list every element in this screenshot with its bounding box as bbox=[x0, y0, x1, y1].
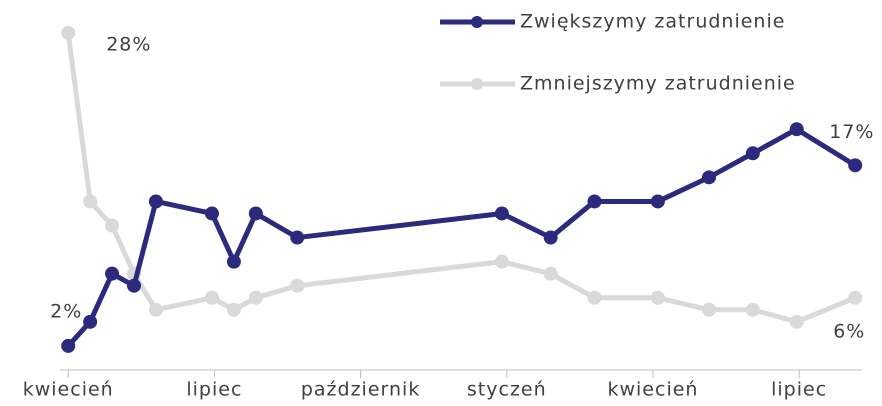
data-point bbox=[587, 290, 602, 305]
data-point bbox=[61, 338, 76, 353]
series-line bbox=[66, 126, 857, 348]
data-point bbox=[148, 194, 163, 209]
legend-label: Zmniejszymy zatrudnienie bbox=[520, 73, 796, 95]
data-point bbox=[543, 230, 558, 245]
data-point bbox=[587, 194, 602, 209]
legend-marker bbox=[471, 16, 483, 28]
x-tick-label: kwiecień bbox=[607, 379, 698, 401]
data-point bbox=[61, 25, 76, 40]
x-tick-label: styczeń bbox=[467, 379, 547, 401]
legend-marker bbox=[471, 78, 483, 90]
data-label: 6% bbox=[833, 320, 865, 342]
data-point bbox=[650, 194, 665, 209]
data-point bbox=[848, 158, 863, 173]
data-point bbox=[290, 278, 305, 293]
data-point bbox=[83, 314, 98, 329]
data-point bbox=[226, 302, 241, 317]
x-tick-label: kwiecień bbox=[23, 379, 114, 401]
data-point bbox=[543, 266, 558, 281]
data-point bbox=[650, 290, 665, 305]
data-point bbox=[127, 278, 142, 293]
data-point bbox=[248, 290, 263, 305]
x-tick-label: lipiec bbox=[186, 379, 242, 401]
data-label: 17% bbox=[829, 121, 874, 143]
data-point bbox=[148, 302, 163, 317]
data-point bbox=[745, 146, 760, 161]
data-point bbox=[745, 302, 760, 317]
data-point bbox=[702, 302, 717, 317]
data-point bbox=[494, 206, 509, 221]
data-point bbox=[789, 314, 804, 329]
data-point bbox=[105, 266, 120, 281]
data-point bbox=[204, 206, 219, 221]
data-point bbox=[702, 170, 717, 185]
x-tick-label: lipiec bbox=[771, 379, 827, 401]
data-label: 28% bbox=[106, 33, 151, 55]
data-point bbox=[290, 230, 305, 245]
data-point bbox=[789, 122, 804, 137]
data-point bbox=[248, 206, 263, 221]
data-point bbox=[204, 290, 219, 305]
data-point bbox=[226, 254, 241, 269]
data-label: 2% bbox=[50, 300, 82, 322]
data-point bbox=[848, 290, 863, 305]
data-point bbox=[494, 254, 509, 269]
data-point bbox=[83, 194, 98, 209]
x-tick-label: październik bbox=[301, 379, 420, 401]
legend-label: Zwiększymy zatrudnienie bbox=[520, 11, 785, 33]
data-point bbox=[105, 218, 120, 233]
